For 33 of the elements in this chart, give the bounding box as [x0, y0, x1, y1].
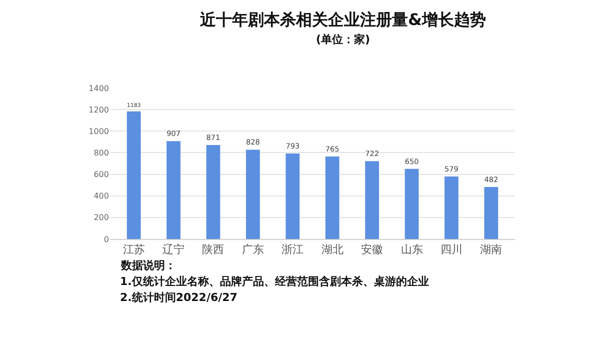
bar — [206, 145, 220, 239]
x-tick-label: 陕西 — [202, 243, 224, 256]
text: 2.统计时间2022/6/27 — [120, 291, 238, 304]
text: 1.仅统计企业名称、品牌产品、经营范围含剧本杀、桌游的企业 — [120, 275, 429, 288]
x-tick-label: 湖南 — [480, 243, 502, 256]
y-tick-label: 1200 — [88, 105, 109, 114]
y-tick-label: 600 — [94, 170, 109, 180]
bar — [286, 153, 300, 239]
bar — [166, 141, 180, 239]
bar — [484, 187, 498, 239]
x-tick-label: 江苏 — [122, 243, 145, 256]
x-tick-label: 辽宁 — [162, 243, 185, 256]
chart-subtitle: (单位：家) — [316, 33, 370, 46]
x-tick-label: 安徽 — [361, 243, 384, 256]
y-tick-label: 800 — [94, 148, 109, 158]
x-tick-label: 山东 — [400, 243, 423, 256]
x-tick-label: 广东 — [242, 243, 264, 256]
x-tick-label: 湖北 — [321, 243, 344, 256]
chart-title: 近十年剧本杀相关企业注册量&增长趋势 — [199, 10, 486, 29]
y-tick-label: 1000 — [88, 126, 109, 136]
bar — [365, 161, 380, 239]
bar — [404, 168, 419, 239]
x-tick-label: 浙江 — [282, 243, 304, 256]
y-tick-label: 200 — [94, 213, 109, 222]
y-tick-label: 1400 — [88, 84, 109, 93]
bar — [246, 150, 260, 239]
bar — [126, 111, 141, 239]
text: 数据说明： — [120, 259, 176, 272]
bar — [444, 176, 458, 239]
y-tick-label: 400 — [94, 192, 109, 201]
x-tick-label: 四川 — [440, 243, 462, 256]
y-tick-label: 0 — [104, 234, 109, 244]
bar — [325, 156, 340, 239]
